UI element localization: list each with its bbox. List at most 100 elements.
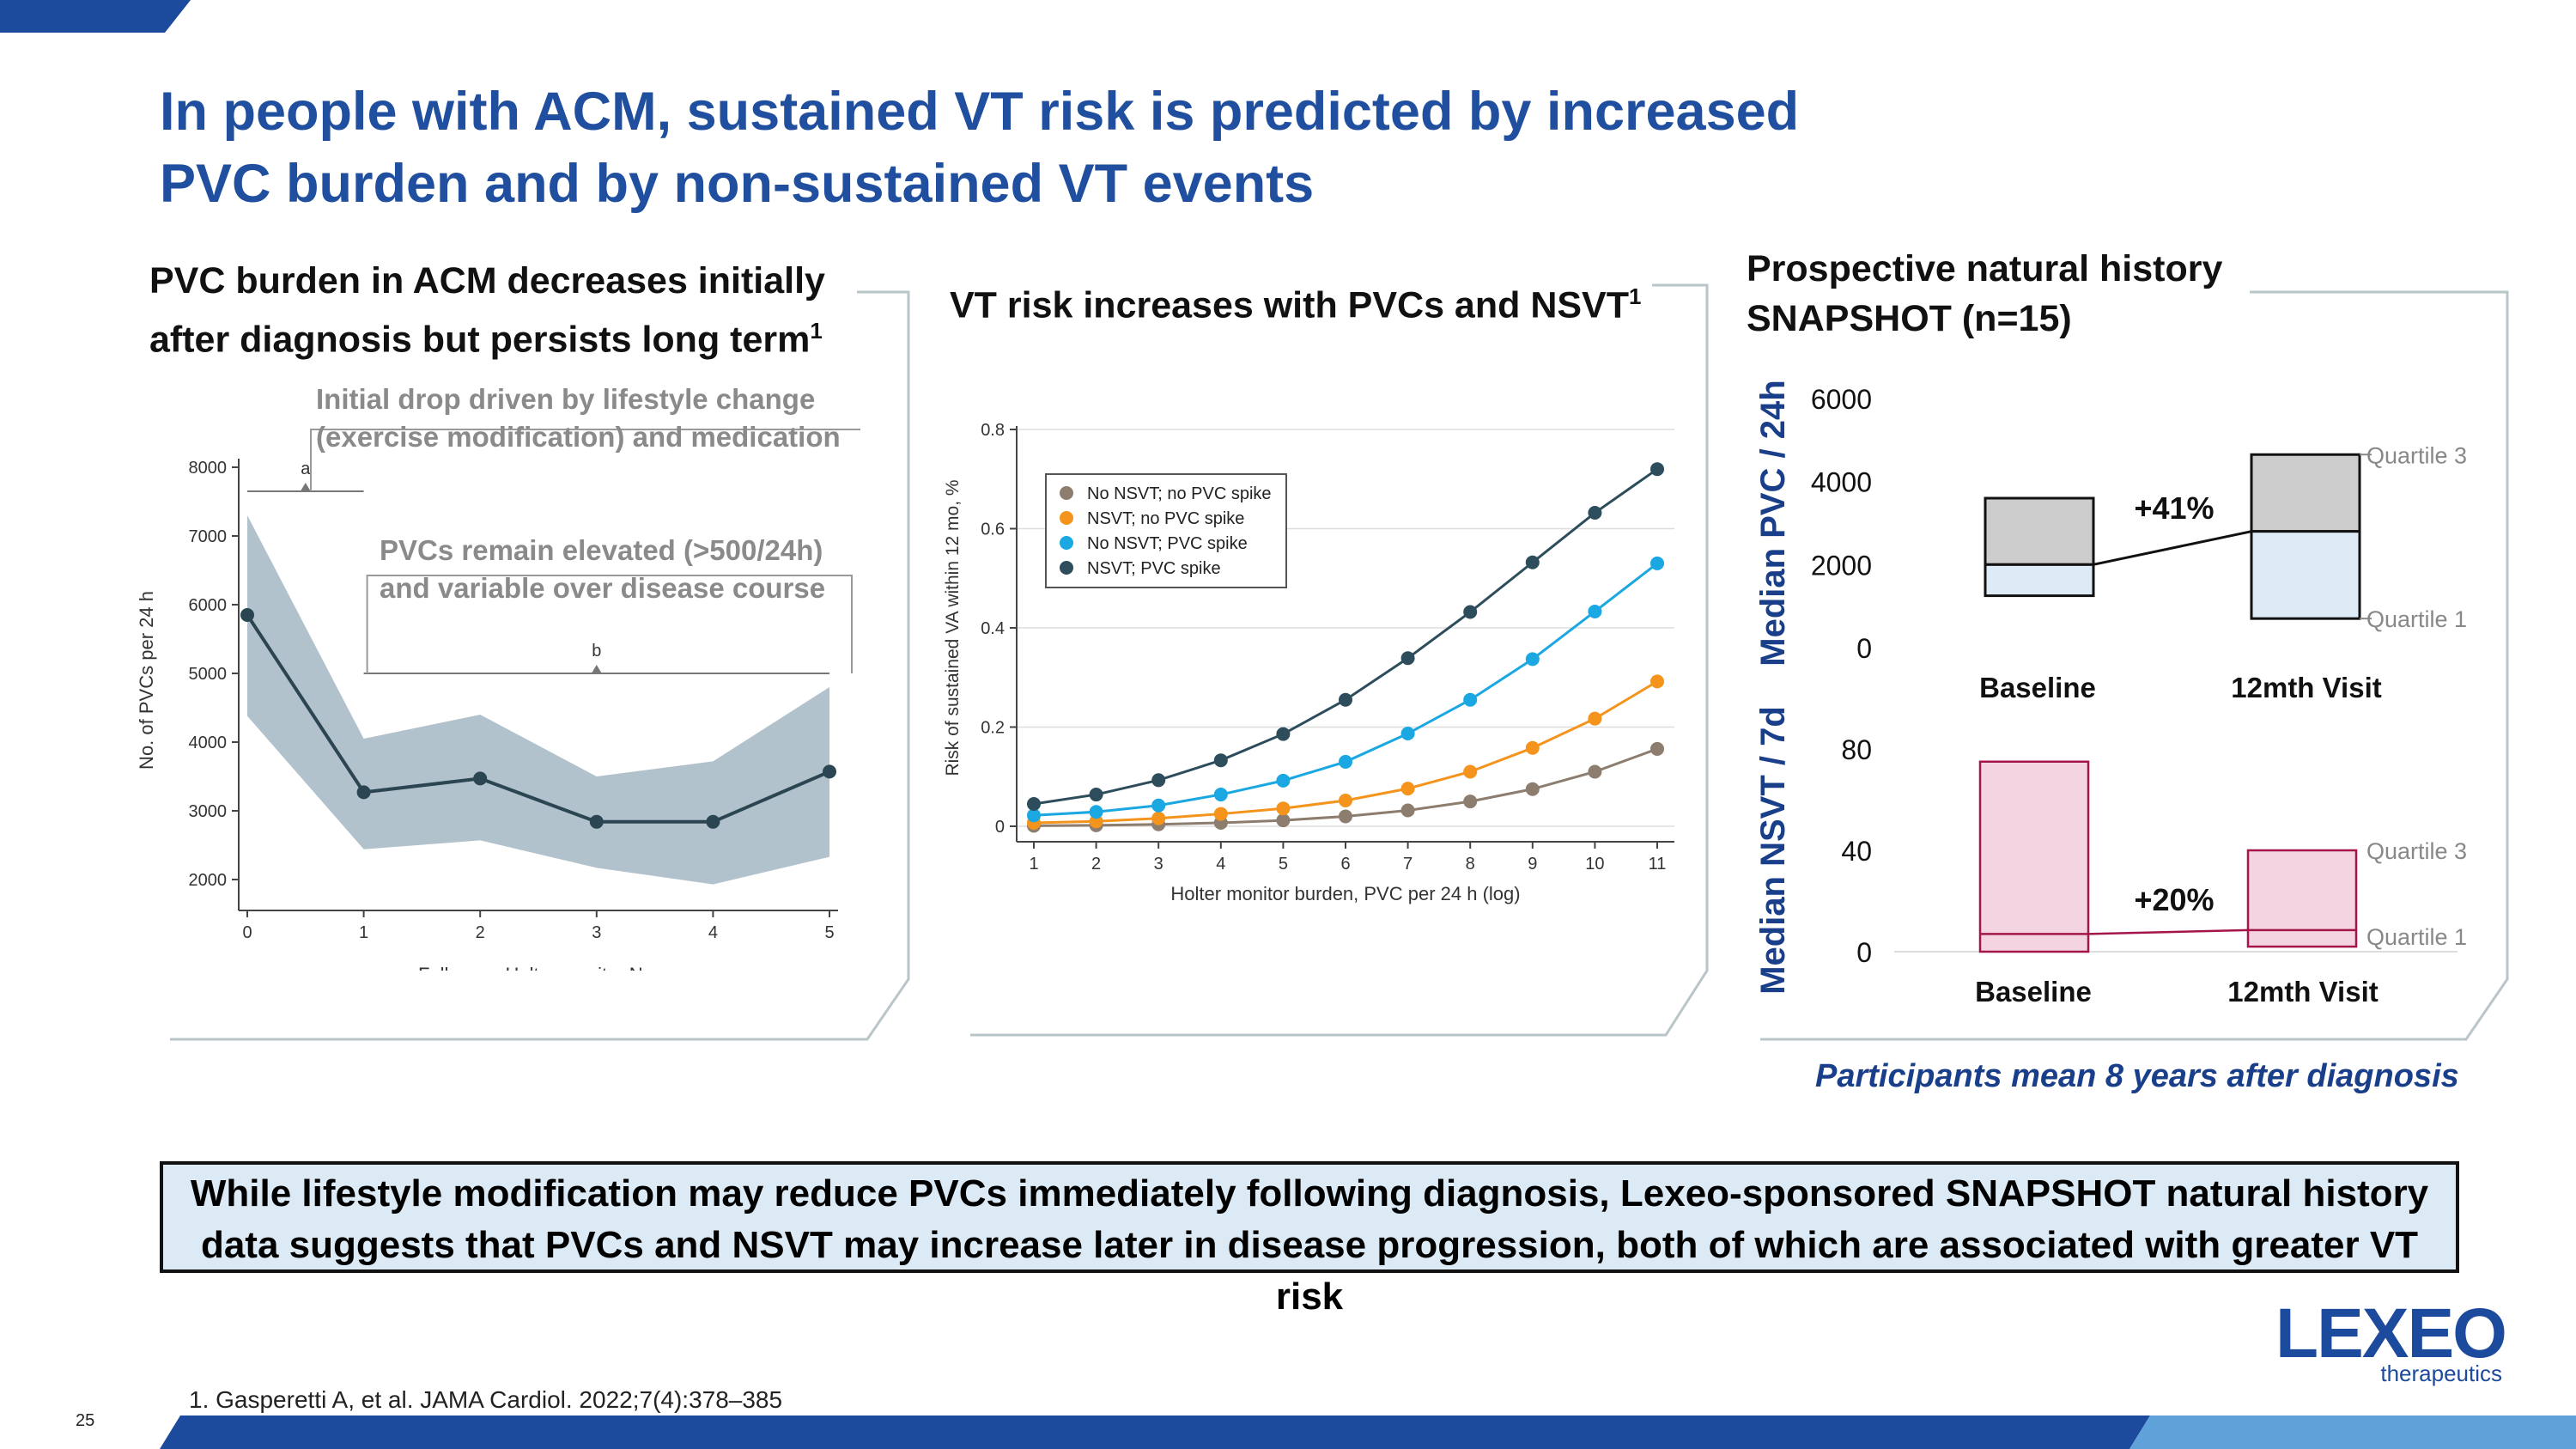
- series-point: [1276, 727, 1291, 741]
- legend-marker: [1060, 511, 1073, 525]
- x-tick-label: 0: [242, 923, 252, 942]
- x-tick-label: 3: [592, 923, 601, 942]
- vt-risk-chart: 0 0.2 0.4 0.6 0.8 1 2 3 4 5 6 7 8 9 10 11 Holter monitor…: [943, 421, 1674, 904]
- bottom-band: [160, 1416, 2150, 1449]
- legend-label: NSVT; no PVC spike: [1087, 509, 1244, 528]
- x-tick-label: 5: [1279, 855, 1288, 874]
- y-tick-label: 5000: [189, 665, 228, 684]
- legend: No NSVT; no PVC spike NSVT; no PVC spike N…: [1045, 473, 1287, 588]
- x-tick-label: 5: [824, 923, 834, 942]
- pvc-lower-box: [2250, 530, 2361, 620]
- pvc-median-line: [246, 613, 830, 824]
- series-point: [1463, 605, 1478, 619]
- nsvt-box: [1978, 760, 2090, 953]
- x-axis-label: Follow-up Holter monitor No.: [418, 964, 659, 971]
- pvc-data-point: [706, 814, 720, 829]
- right-panel-title-line-2: SNAPSHOT (n=15): [1747, 298, 2072, 339]
- x-tick-label: 2: [476, 923, 485, 942]
- confidence-band: [247, 515, 829, 885]
- snapshot-chart: Median PVC / 24h 0 2000 4000 6000 Baseline 12m…: [1754, 380, 2467, 1008]
- note2-leader: [366, 575, 853, 673]
- nsvt-y-tick-label: 80: [1841, 734, 1872, 765]
- series-line: [1033, 562, 1658, 817]
- y-tick-label: 0.4: [981, 619, 1005, 638]
- participants-note: Participants mean 8 years after diagnosi…: [1815, 1058, 2459, 1094]
- pvc-data-point: [356, 785, 371, 800]
- x-tick-label: 10: [1585, 855, 1604, 874]
- legend-label: NSVT; PVC spike: [1087, 559, 1221, 578]
- pvc-category-label: 12mth Visit: [2231, 672, 2381, 703]
- bottom-band-light: [2129, 1416, 2576, 1449]
- footnote: 1. Gasperetti A, et al. JAMA Cardiol. 20…: [189, 1386, 783, 1413]
- series-point: [1339, 793, 1352, 807]
- middle-panel-superscript: 1: [1629, 283, 1642, 309]
- legend-marker: [1060, 486, 1073, 500]
- nsvt-y-tick-label: 40: [1841, 836, 1872, 867]
- series-point: [1588, 764, 1602, 779]
- series-point: [1151, 811, 1166, 825]
- x-tick-label: 8: [1466, 855, 1475, 874]
- y-tick-label: 4000: [189, 734, 228, 752]
- nsvt-median-connector: [2087, 928, 2249, 935]
- y-axis-label: No. of PVCs per 24 h: [136, 591, 157, 770]
- logo-subtext: therapeutics: [2380, 1361, 2502, 1386]
- y-tick-label: 7000: [189, 527, 228, 546]
- right-panel-title: Prospective natural history SNAPSHOT (n=…: [1747, 244, 2262, 344]
- y-tick-label: 2000: [189, 871, 228, 890]
- series-point: [1339, 692, 1352, 707]
- pvc-y-tick-label: 6000: [1811, 384, 1872, 415]
- x-tick-label: 4: [708, 923, 718, 942]
- series-point: [1650, 674, 1664, 689]
- left-panel-frame: [170, 290, 910, 1041]
- page-title-line-1: In people with ACM, sustained VT risk is…: [160, 82, 1800, 142]
- series-point: [1089, 814, 1103, 829]
- note1-leader: [310, 429, 860, 491]
- annotation-b: b: [592, 642, 601, 661]
- pvc-change-label: +41%: [2134, 490, 2214, 526]
- pvc-data-point: [589, 814, 604, 829]
- series-point: [1588, 604, 1602, 618]
- series-point: [1650, 462, 1664, 477]
- series-point: [1525, 740, 1540, 755]
- series-point: [1276, 773, 1291, 788]
- nsvt-q1-label: Quartile 1: [2366, 924, 2467, 950]
- y-tick-label: 0.2: [981, 719, 1005, 738]
- page-title-line-2: PVC burden and by non-sustained VT event…: [160, 154, 1315, 214]
- pvc-y-tick-label: 2000: [1811, 550, 1872, 581]
- conclusion-line-2: data suggests that PVCs and NSVT may inc…: [200, 1224, 2419, 1318]
- pvc-y-axis-label: Median PVC / 24h: [1754, 380, 1792, 666]
- legend-label: No NSVT; no PVC spike: [1087, 484, 1272, 503]
- series-point: [1650, 741, 1664, 756]
- series-point: [1400, 803, 1415, 818]
- nsvt-category-label: 12mth Visit: [2227, 976, 2378, 1008]
- middle-panel-title-text: VT risk increases with PVCs and NSVT: [950, 284, 1630, 326]
- series-point: [1339, 809, 1352, 824]
- series-point: [1276, 813, 1291, 828]
- y-tick-label: 0.6: [981, 521, 1005, 539]
- logo-brand: LEXEO: [2275, 1294, 2507, 1373]
- series-point: [1463, 795, 1478, 809]
- bracket-a-marker: [300, 483, 311, 491]
- series-point: [1276, 801, 1291, 816]
- x-tick-label: 4: [1216, 855, 1225, 874]
- series-point: [1650, 556, 1664, 570]
- series-point: [1588, 506, 1602, 521]
- x-tick-label: 1: [359, 923, 368, 942]
- page-number: 25: [76, 1411, 95, 1430]
- legend-label: No NSVT; PVC spike: [1087, 534, 1248, 553]
- right-panel-frame: [1760, 290, 2509, 1041]
- x-tick-label: 1: [1029, 855, 1038, 874]
- conclusion-line-1: While lifestyle modification may reduce …: [190, 1172, 2429, 1215]
- left-panel-title: PVC burden in ACM decreases initially af…: [149, 256, 862, 364]
- x-axis-label: Holter monitor burden, PVC per 24 h (log…: [1170, 883, 1520, 904]
- pvc-upper-box: [1984, 496, 2095, 566]
- pvc-data-point: [473, 771, 488, 786]
- series-point: [1213, 753, 1228, 768]
- series-point: [1089, 805, 1103, 819]
- pvc-lower-box: [1984, 563, 2095, 598]
- nsvt-box: [2246, 849, 2358, 948]
- legend-marker: [1060, 536, 1073, 550]
- series-point: [1400, 651, 1415, 666]
- series-point: [1027, 797, 1041, 812]
- series-point: [1151, 798, 1166, 813]
